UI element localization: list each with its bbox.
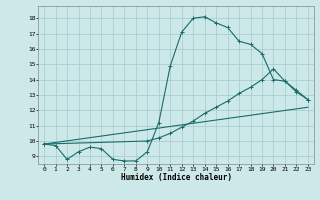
X-axis label: Humidex (Indice chaleur): Humidex (Indice chaleur) [121,173,231,182]
